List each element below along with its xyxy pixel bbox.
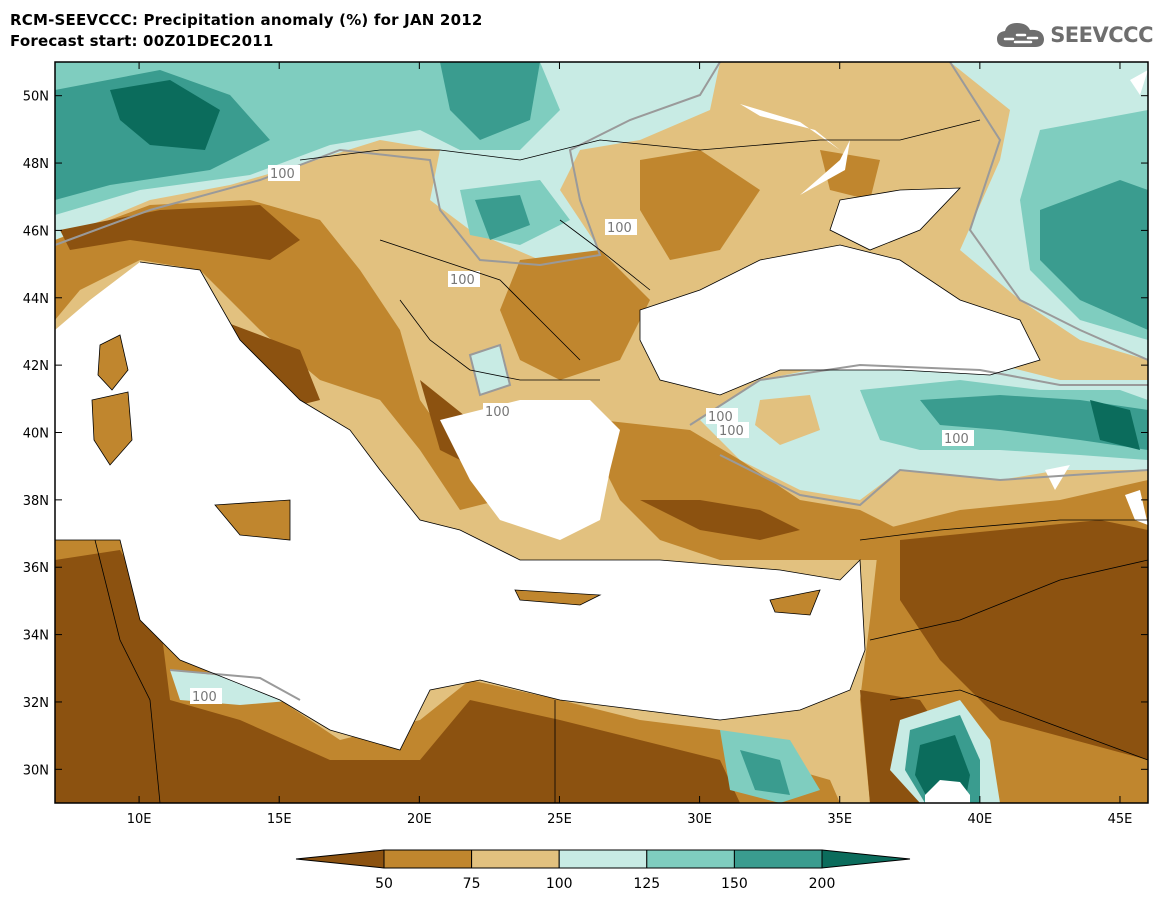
colorbar-bin <box>383 849 473 869</box>
coastlines-and-borders <box>55 119 1148 803</box>
colorbar-bin <box>558 849 648 869</box>
colorbar-bin <box>646 849 735 869</box>
x-tick-label: 25E <box>547 812 572 827</box>
contour-label: 100 <box>270 167 295 182</box>
contour-label: 100 <box>450 273 475 288</box>
x-tick-label: 45E <box>1108 812 1133 827</box>
seevccc-logo: SEEVCCC <box>995 20 1153 50</box>
anomaly-field: 100 100 100 100 100 100 100 100 <box>55 62 1148 803</box>
x-tick-label: 20E <box>407 812 432 827</box>
forecast-start-label: Forecast start: 00Z01DEC2011 <box>10 32 274 50</box>
x-tick-label: 10E <box>127 812 152 827</box>
y-axis: 50N 48N 46N 44N 42N 40N 38N 36N 34N 32N 30N <box>23 90 1148 778</box>
colorbar: 50 75 100 125 150 200 <box>295 849 911 892</box>
colorbar-bin <box>733 849 823 869</box>
y-tick-label: 46N <box>23 224 49 239</box>
contour-label: 100 <box>944 432 969 447</box>
colorbar-label: 50 <box>375 876 393 892</box>
y-tick-label: 34N <box>23 629 49 644</box>
contour-label: 100 <box>708 410 733 425</box>
y-tick-label: 40N <box>23 427 49 442</box>
colorbar-bin <box>821 849 911 869</box>
y-tick-label: 48N <box>23 157 49 172</box>
map-title: RCM-SEEVCCC: Precipitation anomaly (%) f… <box>10 11 483 29</box>
colorbar-bin <box>471 849 560 869</box>
contour-label: 100 <box>719 424 744 439</box>
contour-label: 100 <box>485 405 510 420</box>
y-tick-label: 36N <box>23 561 49 576</box>
cloud-icon <box>997 23 1045 47</box>
colorbar-label: 150 <box>721 876 748 892</box>
x-tick-label: 35E <box>827 812 852 827</box>
colorbar-label: 75 <box>463 876 481 892</box>
x-axis: 10E 15E 20E 25E 30E 35E 40E 45E <box>127 62 1133 827</box>
x-tick-label: 40E <box>967 812 992 827</box>
logo-text: SEEVCCC <box>1050 23 1153 47</box>
colorbar-label: 125 <box>633 876 660 892</box>
y-tick-label: 30N <box>23 763 49 778</box>
y-tick-label: 38N <box>23 494 49 509</box>
contour-labels: 100 100 100 100 100 100 100 100 <box>190 165 974 705</box>
y-tick-label: 44N <box>23 292 49 307</box>
colorbar-label: 200 <box>809 876 836 892</box>
y-tick-label: 50N <box>23 90 49 105</box>
colorbar-bin <box>295 849 385 869</box>
contour-label: 100 <box>607 221 632 236</box>
y-tick-label: 42N <box>23 359 49 374</box>
x-tick-label: 30E <box>687 812 712 827</box>
x-tick-label: 15E <box>267 812 292 827</box>
contour-label: 100 <box>192 690 217 705</box>
y-tick-label: 32N <box>23 696 49 711</box>
colorbar-label: 100 <box>546 876 573 892</box>
